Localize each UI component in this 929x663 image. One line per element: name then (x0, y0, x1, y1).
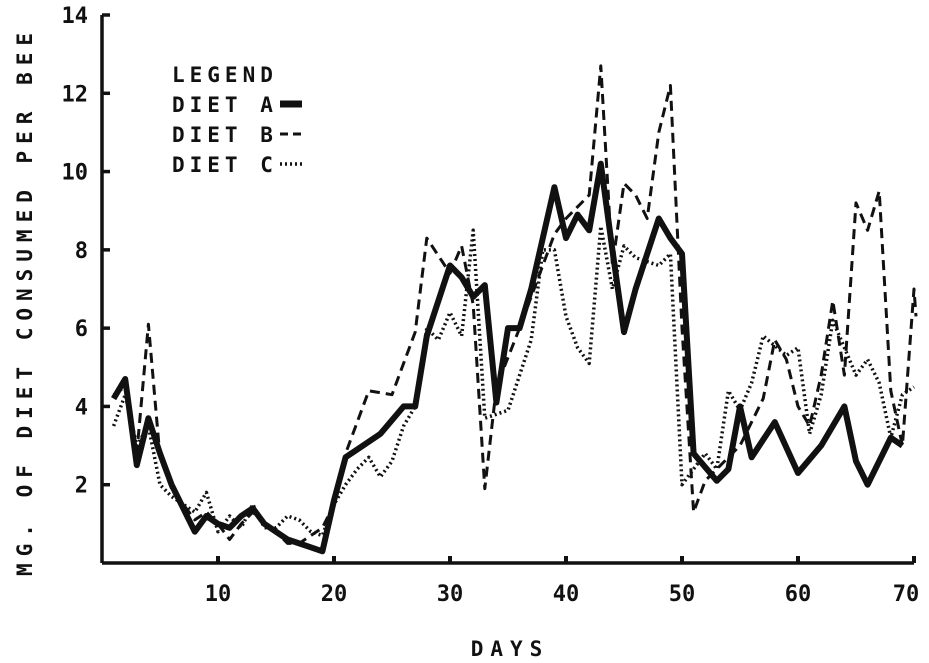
x-tick-label: 30 (437, 582, 464, 607)
x-tick-label: 60 (785, 582, 812, 607)
x-tick-label: 50 (669, 582, 696, 607)
y-tick-label: 14 (62, 4, 89, 29)
x-tick-label: 20 (321, 582, 348, 607)
series-line-diet-b (112, 64, 918, 545)
legend-entry-label: DIET A (172, 93, 278, 117)
legend-title: LEGEND (172, 63, 278, 87)
x-axis-title: DAYS (471, 637, 550, 661)
x-tick-label: 40 (553, 582, 580, 607)
y-tick-label: 8 (75, 239, 88, 264)
x-tick-label: 10 (205, 582, 232, 607)
y-tick-label: 12 (62, 82, 89, 107)
y-tick-label: 2 (75, 474, 88, 499)
legend-entry-label: DIET C (172, 153, 278, 177)
x-tick-label: 70 (893, 582, 920, 607)
y-tick-label: 6 (75, 317, 88, 342)
y-axis-title: MG. OF DIET CONSUMED PER BEE (13, 26, 37, 576)
series-line-diet-a (111, 160, 905, 555)
series-line-diet-c (111, 224, 915, 538)
series-layer (111, 64, 918, 555)
axes: 2 4 6 8 10 12 14 10 20 30 40 50 60 70 (62, 4, 920, 607)
y-tick-label: 10 (62, 161, 89, 186)
legend-entry-label: DIET B (172, 123, 278, 147)
y-tick-label: 4 (75, 395, 88, 420)
legend: LEGEND DIET A DIET B DIET C (172, 63, 302, 177)
